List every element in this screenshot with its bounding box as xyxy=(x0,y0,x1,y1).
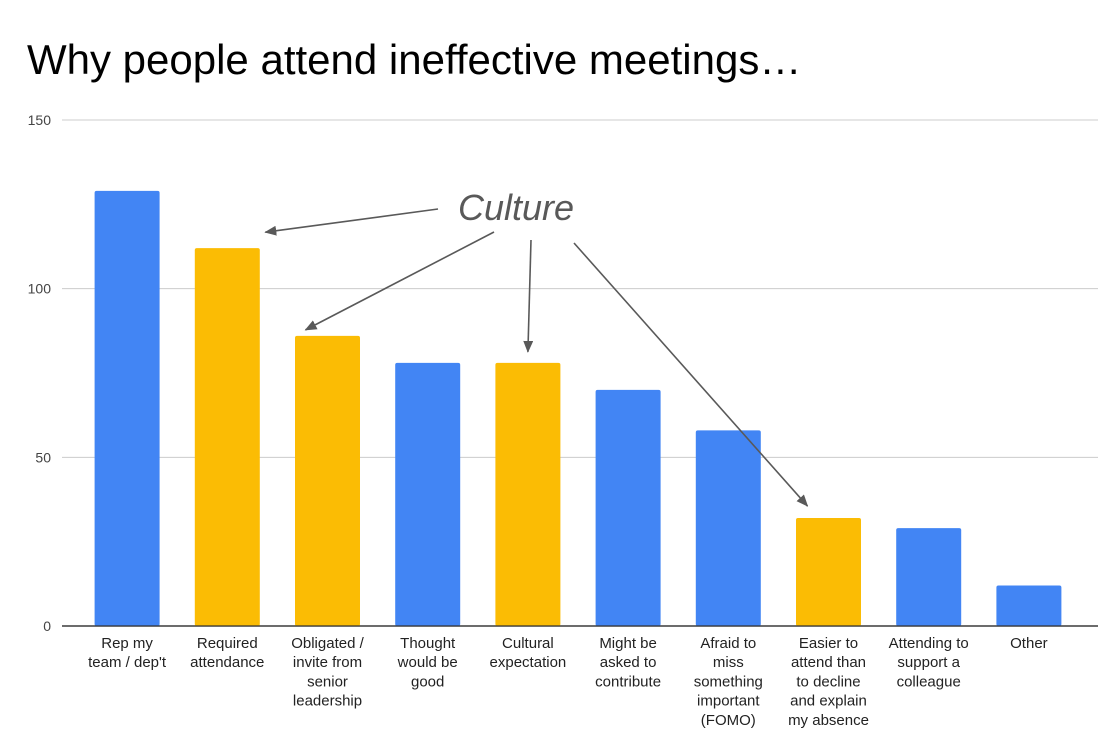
chart-title: Why people attend ineffective meetings… xyxy=(27,36,802,83)
bar xyxy=(595,389,661,626)
y-tick-label: 150 xyxy=(28,112,52,128)
y-tick-label: 50 xyxy=(35,449,51,465)
bar xyxy=(295,335,360,626)
y-tick-label: 0 xyxy=(43,618,51,634)
x-tick-label: Attending to support a colleague xyxy=(889,635,969,690)
bar xyxy=(94,190,160,626)
x-tick-label: Might be asked to contribute xyxy=(595,635,661,690)
bar xyxy=(695,430,761,626)
bar xyxy=(796,518,861,626)
x-tick-label: Other xyxy=(1010,635,1048,652)
annotation-arrow xyxy=(573,242,809,507)
x-tick-label: Cultural expectation xyxy=(490,635,567,671)
bar xyxy=(194,248,260,627)
y-tick-label: 100 xyxy=(28,281,52,297)
x-tick-label: Thought would be good xyxy=(397,635,458,690)
x-tick-label: Rep my team / dep't xyxy=(88,635,167,671)
bar xyxy=(996,585,1062,626)
annotation-label: Culture xyxy=(458,187,574,228)
annotation-arrow xyxy=(304,231,495,331)
bar xyxy=(495,362,561,626)
bar xyxy=(395,362,461,626)
bar xyxy=(896,528,962,626)
annotation-arrow xyxy=(264,208,439,236)
x-tick-label: Easier to attend than to decline and explai… xyxy=(788,635,869,729)
x-tick-label: Required attendance xyxy=(190,635,264,671)
x-tick-label: Afraid to miss something important (FOMO) xyxy=(694,635,763,729)
annotation-arrow xyxy=(523,239,534,353)
x-tick-label: Obligated / invite from senior leadership xyxy=(291,635,364,710)
